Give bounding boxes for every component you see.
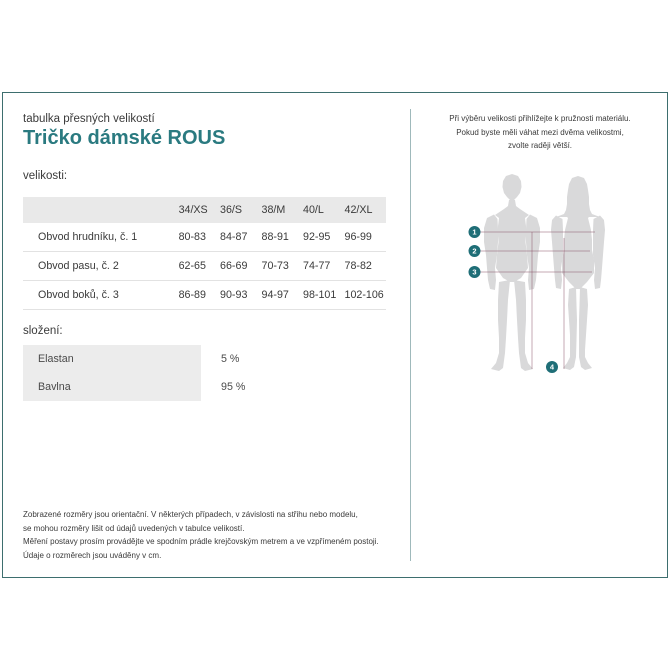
- svg-text:3: 3: [472, 268, 476, 277]
- svg-text:2: 2: [472, 247, 476, 256]
- svg-text:1: 1: [472, 228, 476, 237]
